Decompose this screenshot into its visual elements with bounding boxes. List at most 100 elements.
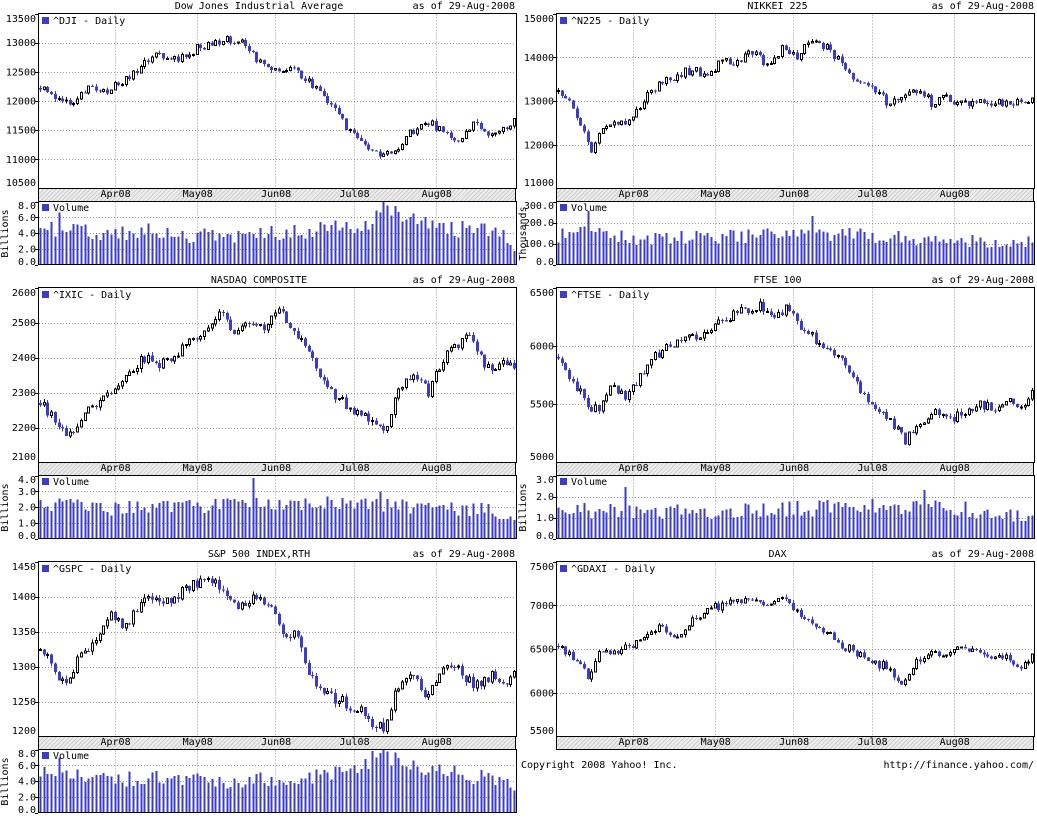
volume-bar	[904, 509, 907, 539]
candle-down	[762, 301, 765, 312]
candle-up	[609, 124, 612, 127]
candle-down	[136, 71, 139, 73]
candle-up	[491, 671, 494, 683]
volume-bar	[80, 225, 83, 265]
candle-up	[945, 94, 948, 97]
candle-down	[919, 659, 922, 662]
candle-down	[863, 82, 866, 84]
candle-down	[1012, 660, 1015, 665]
candle-down	[435, 121, 438, 131]
volume-bar	[942, 508, 945, 539]
candle-up	[710, 71, 713, 76]
x-month-label: Jul08	[857, 737, 888, 748]
candle-up	[1031, 653, 1034, 663]
candle-up	[80, 419, 83, 428]
volume-bar	[297, 235, 300, 265]
volume-bar	[192, 242, 195, 265]
candle-up	[930, 651, 933, 656]
x-axis-band: Apr08 May08 Jun08 Jul08 Aug08	[556, 188, 1034, 202]
candle-down	[990, 656, 993, 659]
volume-bar	[207, 231, 210, 265]
volume-bar	[639, 239, 642, 265]
volume-bar	[173, 502, 176, 539]
volume-bar	[461, 505, 464, 539]
volume-bar	[412, 760, 415, 813]
candle-up	[676, 74, 679, 82]
candle-down	[617, 122, 620, 125]
candle-up	[450, 346, 453, 352]
candle-up	[590, 671, 593, 680]
candle-up	[927, 418, 930, 424]
volume-bar	[751, 513, 754, 539]
candle-down	[1009, 655, 1012, 661]
candle-up	[598, 132, 601, 144]
candle-up	[721, 602, 724, 611]
x-month-label: Apr08	[100, 737, 131, 748]
candle-down	[203, 47, 206, 50]
candle-down	[583, 388, 586, 399]
candle-up	[326, 691, 329, 695]
candle-down	[609, 650, 612, 654]
plot-border	[556, 287, 1035, 463]
candle-up	[356, 409, 359, 415]
candle-down	[46, 402, 49, 416]
candle-up	[971, 648, 974, 653]
volume-bar	[822, 231, 825, 265]
volume-bar	[998, 515, 1001, 539]
candle-down	[311, 351, 314, 358]
volume-axis-label: 100.0	[524, 239, 554, 250]
candle-up	[744, 597, 747, 604]
volume-bar	[509, 244, 512, 265]
volume-bar	[442, 504, 445, 539]
candle-down	[844, 648, 847, 651]
volume-bar	[1020, 521, 1023, 539]
x-month-label: Jul08	[857, 189, 888, 200]
volume-legend-label: Volume	[571, 203, 607, 214]
volume-bar	[669, 506, 672, 539]
volume-bar	[233, 242, 236, 265]
candle-up	[181, 53, 184, 63]
site-url[interactable]: http://finance.yahoo.com/	[883, 760, 1034, 771]
volume-bar	[128, 771, 131, 813]
candle-up	[121, 381, 124, 387]
candle-down	[983, 652, 986, 655]
candle-up	[729, 599, 732, 605]
volume-bar	[420, 503, 423, 539]
volume-bar	[151, 503, 154, 539]
volume-bar	[65, 232, 68, 265]
candle-down	[1009, 101, 1012, 105]
volume-bar	[721, 510, 724, 539]
volume-bar	[576, 231, 579, 265]
volume-bar	[203, 776, 206, 813]
candle-up	[237, 329, 240, 335]
volume-bar	[311, 507, 314, 539]
y-axis-label: 2200	[12, 423, 36, 434]
candle-down	[334, 692, 337, 704]
candle-down	[624, 120, 627, 125]
candle-down	[468, 334, 471, 336]
volume-bar	[483, 223, 486, 265]
candle-up	[557, 89, 560, 93]
candle-down	[968, 100, 971, 106]
candle-down	[461, 665, 464, 676]
volume-bar	[572, 512, 575, 539]
volume-bar	[367, 769, 370, 813]
candle-down	[472, 335, 475, 342]
candle-down	[897, 677, 900, 682]
volume-bar	[379, 491, 382, 539]
volume-bar	[181, 231, 184, 265]
volume-bar	[356, 228, 359, 265]
volume-bar	[658, 516, 661, 539]
volume-bar	[594, 511, 597, 539]
volume-bar	[942, 239, 945, 265]
candle-up	[338, 398, 341, 401]
volume-bar	[285, 229, 288, 265]
candle-down	[155, 361, 158, 363]
volume-bar	[199, 506, 202, 539]
candle-down	[282, 624, 285, 635]
candle-up	[241, 39, 244, 43]
candle-down	[971, 408, 974, 412]
candle-up	[173, 56, 176, 60]
candle-down	[353, 407, 356, 415]
volume-bar	[334, 506, 337, 539]
